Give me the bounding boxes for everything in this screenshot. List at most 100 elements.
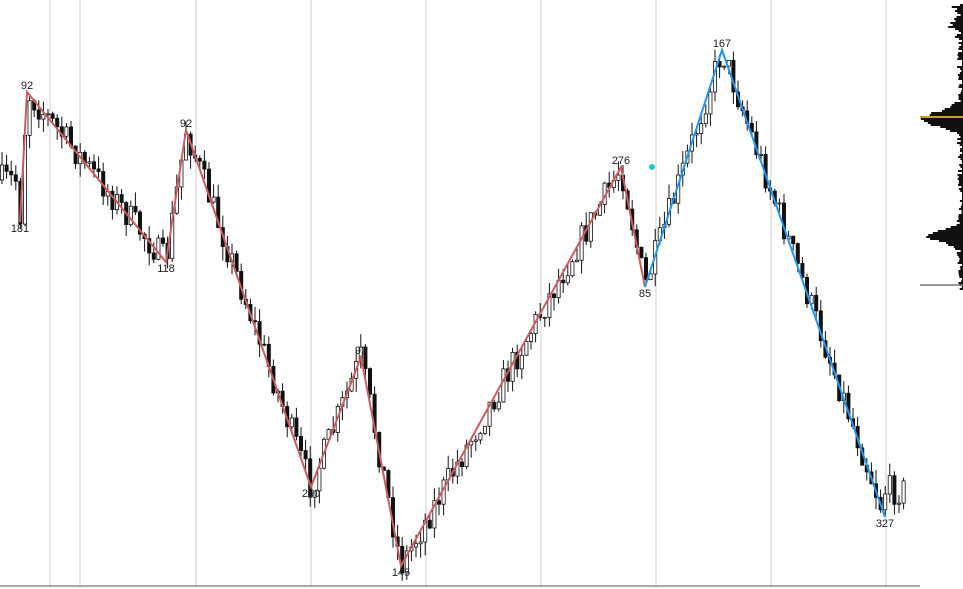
candle-body [87,161,92,164]
profile-bar [959,144,963,146]
candle-body [644,257,649,280]
candle-body [887,475,892,495]
candle-body [487,401,492,427]
pivot-label: 250 [302,488,320,500]
pivot-label: 85 [639,288,651,300]
profile-bar [961,264,963,266]
profile-bar [954,36,963,38]
candle-body [492,401,497,410]
profile-bar [945,242,963,244]
profile-bar [942,110,963,112]
candle-body [110,190,115,211]
candle-body [579,225,584,261]
candle-body [814,294,819,312]
profile-bar [957,174,963,176]
profile-bar [959,4,963,6]
candle-body [119,194,124,204]
profile-bar [930,124,963,126]
profile-bar [959,258,963,260]
profile-bar [961,280,963,282]
profile-bar [958,216,963,218]
candle-body [759,153,764,156]
profile-bar [961,90,963,92]
candle-body [478,432,483,441]
profile-bar [961,212,963,214]
profile-bar [958,96,963,98]
pivot-label: 276 [612,155,630,167]
pivot-label: 118 [157,263,175,275]
profile-bar [958,76,963,78]
candle-body [92,161,97,170]
candle-body [565,275,570,284]
pivot-label: 145 [392,567,410,579]
candle-body [160,237,165,244]
profile-bar [958,176,963,178]
profile-bar [961,186,963,188]
candle-body [519,354,524,370]
candle-body [708,91,713,115]
profile-bar [959,46,963,48]
signal-dot [649,164,655,170]
profile-bar [957,12,963,14]
candle-body [791,235,796,245]
profile-bar [958,256,963,258]
candle-body [303,450,308,460]
candle-body [358,346,363,362]
candle-body [363,346,368,370]
candle-body [901,480,906,504]
candle-body [529,333,534,342]
candle-body [892,475,897,505]
candle-body [561,279,566,284]
profile-bar [931,112,963,114]
profile-bar [957,54,963,56]
candle-body [436,500,441,505]
profile-bar [926,236,963,238]
candle-body [883,493,888,511]
profile-bar [958,214,963,216]
profile-bar [959,208,963,210]
profile-bar [950,22,963,24]
pivot-label: 167 [713,38,731,50]
profile-bar [961,204,963,206]
profile-bar [929,114,963,116]
candle-body [151,252,156,260]
profile-bar [957,254,963,256]
profile-bar [961,70,963,72]
profile-bar [958,170,963,172]
candle-body [795,243,800,264]
candle-body [294,417,299,437]
profile-bar [961,210,963,212]
profile-bar [951,104,963,106]
candle-body [404,550,409,574]
grid [49,0,887,586]
profile-bar [958,38,963,40]
profile-bar [954,18,963,20]
profile-bar [958,78,963,80]
candle-body [202,160,207,170]
profile-bar [957,178,963,180]
candle-body [4,164,9,172]
profile-bar [959,134,963,136]
profile-bar [960,250,963,252]
profile-bar [938,240,963,242]
profile-bar [937,230,963,232]
candle-body [197,157,202,162]
profile-bar [945,228,963,230]
profile-bar [940,126,963,128]
profile-bar [957,74,963,76]
profile-bar [957,66,963,68]
profile-bar [956,142,963,144]
profile-bar [958,282,963,284]
profile-bar [959,276,963,278]
candle-body [473,439,478,442]
candle-body [552,293,557,299]
profile-bar [961,160,963,162]
profile-bar [958,188,963,190]
candle-body [50,113,55,119]
candle-body [524,341,529,356]
profile-bar [958,56,963,58]
candle-body [55,117,60,128]
candle-body [289,417,294,428]
profile-bar [956,16,963,18]
profile-bar [952,24,963,26]
